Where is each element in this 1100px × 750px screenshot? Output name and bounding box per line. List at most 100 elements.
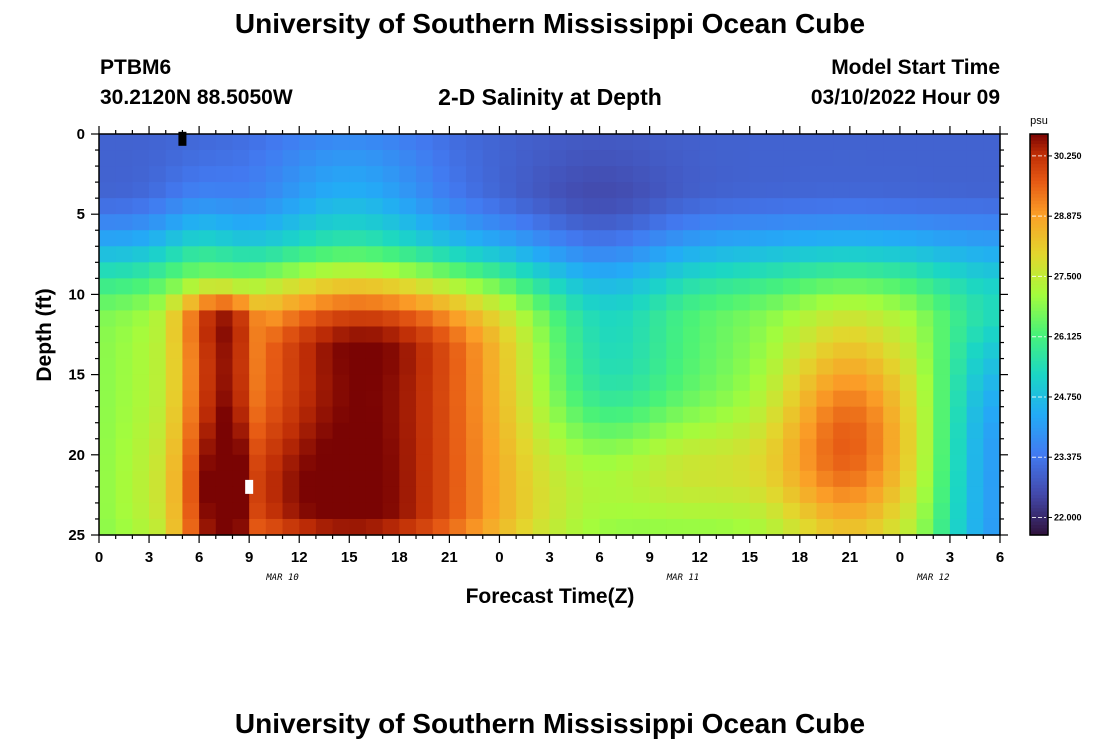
heatmap-cell (816, 374, 834, 392)
heatmap-cell (549, 502, 567, 520)
heatmap-cell (449, 470, 467, 488)
x-tick-label: 6 (595, 549, 603, 566)
heatmap-cell (549, 214, 567, 231)
heatmap-cell (332, 230, 350, 247)
heatmap-cell (282, 278, 300, 295)
heatmap-cell (232, 438, 250, 456)
colorbar-segment (1030, 147, 1048, 152)
heatmap-cell (849, 182, 868, 199)
heatmap-cell (632, 278, 651, 295)
heatmap-cell (382, 438, 400, 456)
heatmap-cell (749, 390, 768, 408)
heatmap-cell (582, 182, 601, 199)
colorbar-segment (1030, 200, 1048, 205)
heatmap-cell (649, 470, 667, 488)
heatmap-cell (315, 262, 334, 279)
heatmap-cell (332, 262, 350, 279)
heatmap-cell (449, 134, 467, 151)
heatmap-cell (249, 518, 267, 536)
colorbar-segment (1030, 401, 1048, 406)
heatmap-cell (566, 342, 584, 360)
heatmap-cell (382, 422, 400, 440)
heatmap-cell (199, 518, 217, 536)
heatmap-cell (966, 182, 984, 199)
heatmap-cell (716, 326, 734, 344)
heatmap-cell (549, 358, 567, 376)
heatmap-cell (899, 470, 918, 488)
heatmap-cell (249, 214, 267, 231)
heatmap-cell (816, 230, 834, 247)
heatmap-cell (699, 326, 717, 344)
colorbar-segment (1030, 237, 1048, 242)
heatmap-cell (265, 294, 284, 312)
heatmap-cell (733, 470, 751, 488)
heatmap-cell (466, 486, 484, 504)
heatmap-cell (599, 230, 617, 247)
heatmap-cell (666, 310, 684, 328)
heatmap-cell (616, 406, 634, 424)
heatmap-cell (599, 278, 617, 295)
heatmap-cell (749, 406, 768, 424)
heatmap-cell (249, 166, 267, 183)
heatmap-cell (299, 294, 317, 312)
heatmap-cell (616, 278, 634, 295)
heatmap-cell (282, 406, 300, 424)
heatmap-cell (699, 278, 717, 295)
heatmap-cell (549, 150, 567, 167)
colorbar-segment (1030, 408, 1048, 412)
heatmap-cell (649, 502, 667, 520)
heatmap-cell (182, 278, 200, 295)
heatmap-cell (833, 198, 851, 215)
heatmap-cell (299, 406, 317, 424)
heatmap-cell (199, 502, 217, 520)
heatmap-cell (399, 390, 417, 408)
heatmap-cell (482, 198, 501, 215)
heatmap-cell (199, 438, 217, 456)
heatmap-cell (549, 486, 567, 504)
heatmap-cell (149, 358, 167, 376)
heatmap-cell (149, 134, 167, 151)
heatmap-cell (432, 518, 450, 536)
colorbar-segment (1030, 404, 1048, 409)
heatmap-cell (265, 326, 284, 344)
heatmap-cell (282, 470, 300, 488)
heatmap-cell (332, 406, 350, 424)
heatmap-cell (182, 422, 200, 440)
heatmap-cell (482, 310, 501, 328)
heatmap-cell (149, 438, 167, 456)
heatmap-cell (616, 214, 634, 231)
colorbar-segment (1030, 524, 1048, 529)
colorbar-segment (1030, 344, 1048, 349)
heatmap-cell (949, 438, 968, 456)
heatmap-cell (983, 214, 1001, 231)
colorbar-segment (1030, 434, 1048, 439)
heatmap-cell (532, 310, 551, 328)
heatmap-cell (833, 342, 851, 360)
heatmap-cell (682, 438, 701, 456)
heatmap-cell (899, 166, 918, 183)
heatmap-cell (916, 390, 934, 408)
heatmap-cell (933, 278, 951, 295)
heatmap-cell (766, 230, 784, 247)
heatmap-cell (282, 342, 300, 360)
heatmap-cell (632, 454, 651, 472)
heatmap-cell (616, 470, 634, 488)
heatmap-cell (132, 358, 150, 376)
heatmap-cell (949, 310, 968, 328)
heatmap-cell (332, 326, 350, 344)
heatmap-cell (949, 198, 968, 215)
heatmap-cell (933, 326, 951, 344)
heatmap-cell (249, 486, 267, 504)
heatmap-cell (232, 214, 250, 231)
colorbar-segment (1030, 177, 1048, 182)
heatmap-cell (749, 134, 768, 151)
heatmap-cell (482, 166, 501, 183)
heatmap-cell (649, 486, 667, 504)
heatmap-cell (282, 166, 300, 183)
heatmap-cell (99, 406, 117, 424)
heatmap-cell (866, 246, 884, 263)
heatmap-cell (966, 406, 984, 424)
heatmap-cell (199, 134, 217, 151)
colorbar-segment (1030, 314, 1048, 319)
